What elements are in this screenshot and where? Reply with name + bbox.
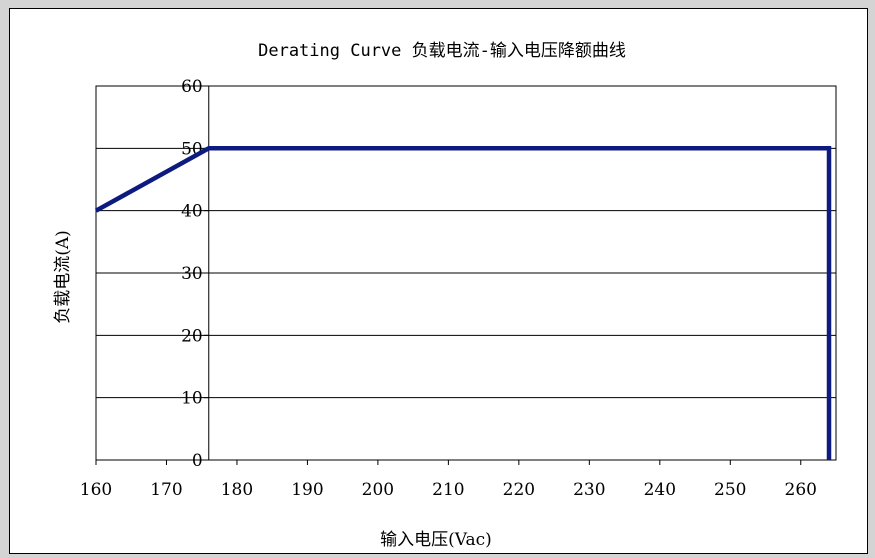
x-tick-label: 180 (221, 480, 253, 500)
x-tick-label: 230 (573, 480, 605, 500)
chart-title: Derating Curve 负载电流-输入电压降额曲线 (258, 41, 626, 61)
chart-frame: Derating Curve 负载电流-输入电压降额曲线 0 10 20 30 40 50… (9, 8, 868, 554)
x-tick-label: 220 (503, 480, 535, 500)
y-tick-label: 30 (181, 264, 203, 284)
x-axis-title: 输入电压(Vac) (380, 530, 492, 550)
x-tick-label: 170 (150, 480, 182, 500)
x-tick-label: 240 (644, 480, 676, 500)
y-axis-title: 负载电流(A) (53, 230, 73, 324)
y-tick-label: 10 (181, 389, 203, 409)
x-tick-label: 160 (80, 480, 112, 500)
x-tick-label: 190 (291, 480, 323, 500)
y-tick-label: 20 (181, 326, 203, 346)
series-line-0 (94, 146, 832, 460)
y-tick-label: 40 (181, 202, 203, 222)
y-tick-label: 60 (181, 77, 203, 97)
chart: Derating Curve 负载电流-输入电压降额曲线 01020304050… (53, 41, 837, 550)
x-tick-label: 200 (362, 480, 394, 500)
x-tick-label: 260 (785, 480, 817, 500)
x-tick-label: 250 (714, 480, 746, 500)
x-tick-label: 210 (432, 480, 464, 500)
y-tick-label: 0 (192, 451, 203, 471)
